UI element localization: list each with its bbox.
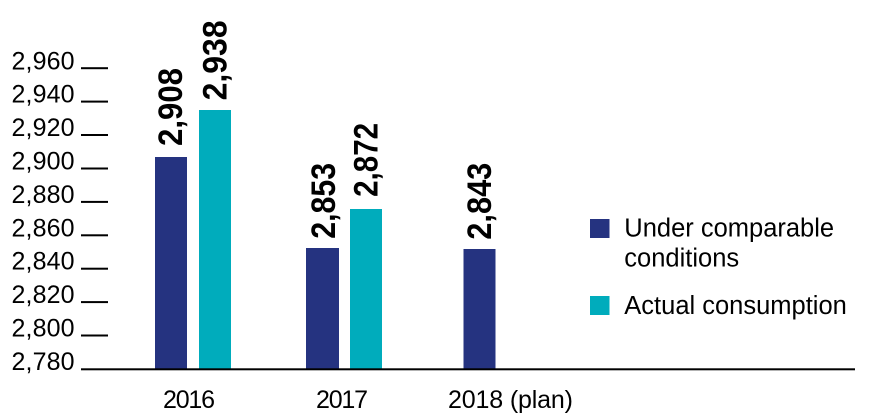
svg-text:2017: 2017 xyxy=(316,386,368,414)
svg-text:2,908: 2,908 xyxy=(152,68,190,146)
svg-text:2,920: 2,920 xyxy=(12,114,75,142)
svg-text:2,880: 2,880 xyxy=(12,181,75,209)
svg-text:2,960: 2,960 xyxy=(12,47,75,75)
svg-text:2,843: 2,843 xyxy=(461,163,499,240)
svg-text:2,800: 2,800 xyxy=(12,315,75,343)
svg-text:2,938: 2,938 xyxy=(197,20,235,100)
svg-text:Under comparable: Under comparable xyxy=(624,215,834,243)
svg-text:2,860: 2,860 xyxy=(12,214,75,242)
svg-text:Actual consumption: Actual consumption xyxy=(624,292,847,320)
svg-text:conditions: conditions xyxy=(624,245,739,273)
svg-text:2018 (plan): 2018 (plan) xyxy=(448,386,573,414)
svg-text:2016: 2016 xyxy=(163,386,215,414)
svg-text:2,853: 2,853 xyxy=(305,163,343,239)
svg-text:2,840: 2,840 xyxy=(12,248,75,276)
svg-text:2,820: 2,820 xyxy=(12,281,75,309)
svg-text:2,780: 2,780 xyxy=(12,348,75,376)
svg-text:2,900: 2,900 xyxy=(12,148,75,176)
svg-text:2,940: 2,940 xyxy=(12,81,75,109)
svg-text:2,872: 2,872 xyxy=(348,123,386,197)
